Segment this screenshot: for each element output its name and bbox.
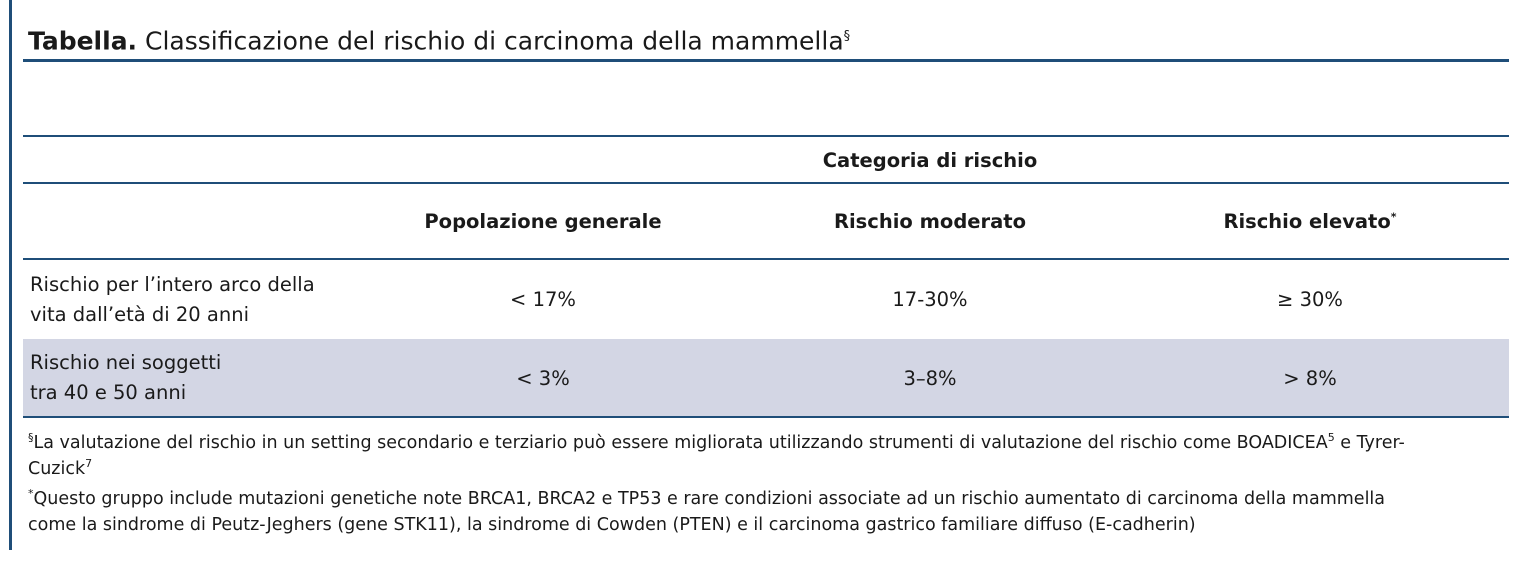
footnote-marker: §	[28, 431, 34, 445]
row-label-line: Rischio per l’intero arco della	[30, 273, 315, 296]
footnote-section-mark: §La valutazione del rischio in un settin…	[28, 430, 1405, 456]
table-cell: > 8%	[1283, 367, 1337, 390]
row-label-line: vita dall’età di 20 anni	[30, 303, 249, 326]
table-cell: 17-30%	[892, 288, 968, 311]
footnote-section-mark-continued: Cuzick7	[28, 456, 92, 482]
left-accent-bar	[9, 0, 12, 550]
column-header-general: Popolazione generale	[393, 207, 693, 237]
footnote-reference: 5	[1327, 431, 1335, 445]
table-bottom-rule	[23, 416, 1509, 418]
title-text: Classificazione del rischio di carcinoma…	[145, 26, 844, 56]
table-cell: ≥ 30%	[1277, 288, 1343, 311]
table-cell: 3–8%	[903, 367, 957, 390]
title-label: Tabella.	[28, 26, 138, 56]
column-header-high: Rischio elevato*	[1160, 207, 1460, 237]
table-title: Tabella. Classificazione del rischio di …	[28, 20, 850, 58]
column-header-general-label: Popolazione generale	[424, 210, 662, 233]
column-header-moderate-label: Rischio moderato	[833, 210, 1026, 233]
row-label-lifetime-risk: Rischio per l’intero arco della vita dal…	[30, 270, 315, 330]
table-top-rule	[23, 135, 1509, 137]
footnote-text: Questo gruppo include mutazioni genetich…	[33, 489, 1386, 509]
column-header-high-marker: *	[1390, 210, 1397, 224]
column-header-high-label: Rischio elevato	[1223, 210, 1391, 233]
row-label-line: Rischio nei soggetti	[30, 351, 222, 374]
header-bottom-rule	[23, 258, 1509, 260]
row-label-line: tra 40 e 50 anni	[30, 381, 187, 404]
title-rule	[23, 59, 1509, 62]
footnote-text: come la sindrome di Peutz-Jeghers (gene …	[28, 515, 1196, 535]
row-label-age-40-50: Rischio nei soggetti tra 40 e 50 anni	[30, 348, 221, 408]
footnote-reference: 7	[85, 457, 93, 471]
shaded-row-background	[23, 339, 1509, 417]
footnote-text: La valutazione del rischio in un setting…	[33, 433, 1328, 453]
table-cell: < 3%	[516, 367, 570, 390]
table-cell: < 17%	[510, 288, 576, 311]
footnote-marker: *	[28, 487, 34, 501]
footnote-text: Cuzick	[28, 459, 86, 479]
footnote-asterisk: *Questo gruppo include mutazioni genetic…	[28, 486, 1385, 512]
title-footnote-marker: §	[843, 29, 851, 44]
footnote-text: e Tyrer-	[1334, 433, 1405, 453]
group-header: Categoria di rischio	[822, 149, 1038, 172]
column-header-moderate: Rischio moderato	[780, 207, 1080, 237]
group-header-rule	[23, 182, 1509, 184]
footnote-asterisk-continued: come la sindrome di Peutz-Jeghers (gene …	[28, 512, 1196, 538]
